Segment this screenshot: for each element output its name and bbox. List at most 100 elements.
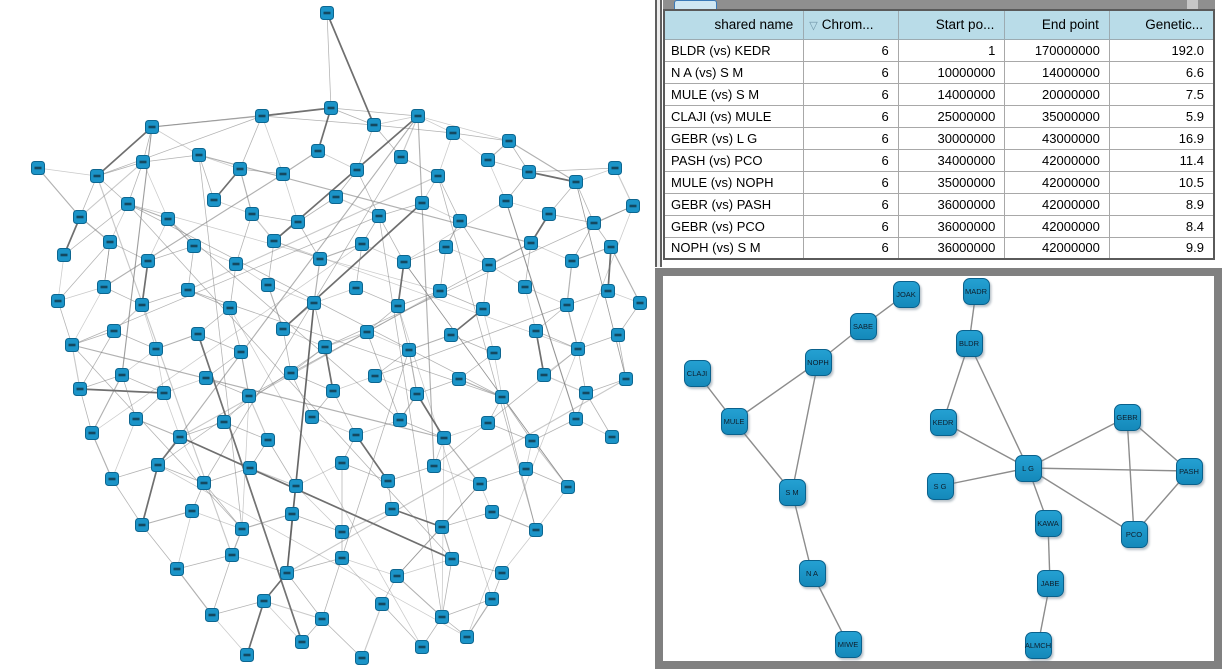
cell-value: 36000000 xyxy=(897,192,1006,216)
node-claji[interactable]: CLAJI xyxy=(683,359,711,387)
node-na[interactable]: N A xyxy=(798,559,826,587)
node-sm[interactable]: S M xyxy=(778,478,806,506)
column-header-shared-name[interactable]: shared name xyxy=(663,9,805,40)
network-edge xyxy=(187,245,195,291)
column-label: Chrom... xyxy=(821,17,874,33)
network-edge xyxy=(479,468,527,485)
table-row[interactable]: MULE (vs) NOPH 6 35000000 42000000 10.5 xyxy=(663,170,1215,194)
node-lg[interactable]: L G xyxy=(1014,454,1042,482)
table-row[interactable]: GEBR (vs) L G 6 30000000 43000000 16.9 xyxy=(663,126,1215,150)
network-edge xyxy=(487,422,533,442)
network-edge xyxy=(439,290,484,310)
node-kedr[interactable]: KEDR xyxy=(929,408,957,436)
node-label-mark xyxy=(176,435,184,439)
node-label-mark xyxy=(384,479,392,483)
network-edge xyxy=(617,334,627,380)
table-row[interactable]: BLDR (vs) KEDR 6 1 170000000 192.0 xyxy=(663,38,1215,62)
node-label-mark xyxy=(323,11,331,15)
network-edge xyxy=(211,600,265,616)
table-row[interactable]: NOPH (vs) S M 6 36000000 42000000 9.9 xyxy=(663,236,1215,260)
node-label-mark xyxy=(393,574,401,578)
node-label-mark xyxy=(232,262,240,266)
node-gebr[interactable]: GEBR xyxy=(1113,403,1141,431)
cell-value: 10.5 xyxy=(1108,170,1215,194)
network-edge xyxy=(450,334,495,354)
network-edge xyxy=(157,115,419,466)
network-edge xyxy=(791,361,819,493)
node-label: JABE xyxy=(1040,578,1060,588)
table-row[interactable]: GEBR (vs) PASH 6 36000000 42000000 8.9 xyxy=(663,192,1215,216)
node-label-mark xyxy=(371,374,379,378)
node-label-mark xyxy=(195,153,203,157)
node-pco[interactable]: PCO xyxy=(1120,520,1148,548)
node-label-mark xyxy=(414,114,422,118)
table-row[interactable]: N A (vs) S M 6 10000000 14000000 6.6 xyxy=(663,60,1215,84)
column-header-start-point[interactable]: Start po... xyxy=(897,9,1006,40)
node-miwe[interactable]: MIWE xyxy=(834,630,862,658)
network-edge xyxy=(167,218,401,421)
network-edge xyxy=(441,558,453,618)
node-joak[interactable]: JOAK xyxy=(892,280,920,308)
node-kawa[interactable]: KAWA xyxy=(1034,509,1062,537)
network-edge xyxy=(231,554,288,574)
toolbar-tab-fragment[interactable] xyxy=(674,0,717,9)
table-row[interactable]: MULE (vs) S M 6 14000000 20000000 7.5 xyxy=(663,82,1215,106)
network-edge xyxy=(211,614,248,656)
filter-funnel-icon[interactable]: ▽ xyxy=(809,20,818,33)
node-label-mark xyxy=(202,376,210,380)
node-label: PASH xyxy=(1179,466,1199,476)
node-label-mark xyxy=(502,199,510,203)
network-edge xyxy=(103,173,284,288)
node-label: BLDR xyxy=(958,338,979,348)
network-edge xyxy=(439,246,447,292)
table-row[interactable]: PASH (vs) PCO 6 34000000 42000000 11.4 xyxy=(663,148,1215,172)
network-edge xyxy=(57,286,105,302)
network-edge xyxy=(261,115,375,126)
node-almch[interactable]: ALMCH xyxy=(1024,631,1052,659)
node-madr[interactable]: MADR xyxy=(962,277,990,305)
dense-network-view[interactable] xyxy=(0,0,655,669)
network-edge xyxy=(501,529,537,574)
column-header-chromosome[interactable]: ▽ Chrom... xyxy=(803,9,899,40)
network-edge xyxy=(291,513,343,533)
column-header-genetic[interactable]: Genetic... xyxy=(1108,9,1215,40)
network-edge xyxy=(141,289,189,306)
column-header-end-point[interactable]: End point xyxy=(1004,9,1110,40)
network-edge xyxy=(459,220,490,266)
node-label-mark xyxy=(264,283,272,287)
node-label-mark xyxy=(525,170,533,174)
node-noph[interactable]: NOPH xyxy=(804,348,832,376)
cell-value: 6 xyxy=(803,60,899,84)
table-row[interactable]: GEBR (vs) PCO 6 36000000 42000000 8.4 xyxy=(663,214,1215,238)
node-sabe[interactable]: SABE xyxy=(849,312,877,340)
node-sg[interactable]: S G xyxy=(926,472,954,500)
node-bldr[interactable]: BLDR xyxy=(955,329,983,357)
cell-value: 34000000 xyxy=(897,148,1006,172)
filtered-network-view[interactable] xyxy=(663,276,1214,661)
network-edge xyxy=(111,464,159,480)
node-label: ALMCH xyxy=(1024,640,1052,650)
cell-value: 1 xyxy=(897,38,1006,62)
panel-splitter[interactable] xyxy=(655,0,662,267)
node-label-mark xyxy=(396,418,404,422)
cell-shared-name: MULE (vs) NOPH xyxy=(663,170,805,194)
cell-value: 36000000 xyxy=(897,214,1006,238)
node-label-mark xyxy=(449,131,457,135)
cell-value: 6 xyxy=(803,148,899,172)
table-row[interactable]: CLAJI (vs) MULE 6 25000000 35000000 5.9 xyxy=(663,104,1215,128)
node-label-mark xyxy=(363,330,371,334)
dense-network-panel xyxy=(0,0,655,669)
network-edge xyxy=(381,603,423,648)
network-edge xyxy=(235,213,253,265)
node-label-mark xyxy=(498,571,506,575)
node-label-mark xyxy=(352,286,360,290)
node-label-mark xyxy=(132,417,140,421)
node-label-mark xyxy=(294,220,302,224)
network-edge xyxy=(163,392,181,438)
node-jabe[interactable]: JABE xyxy=(1036,569,1064,597)
node-pash[interactable]: PASH xyxy=(1175,457,1203,485)
network-edge xyxy=(387,465,435,482)
node-mule[interactable]: MULE xyxy=(720,407,748,435)
network-edge xyxy=(528,171,577,183)
network-edge xyxy=(179,436,453,560)
